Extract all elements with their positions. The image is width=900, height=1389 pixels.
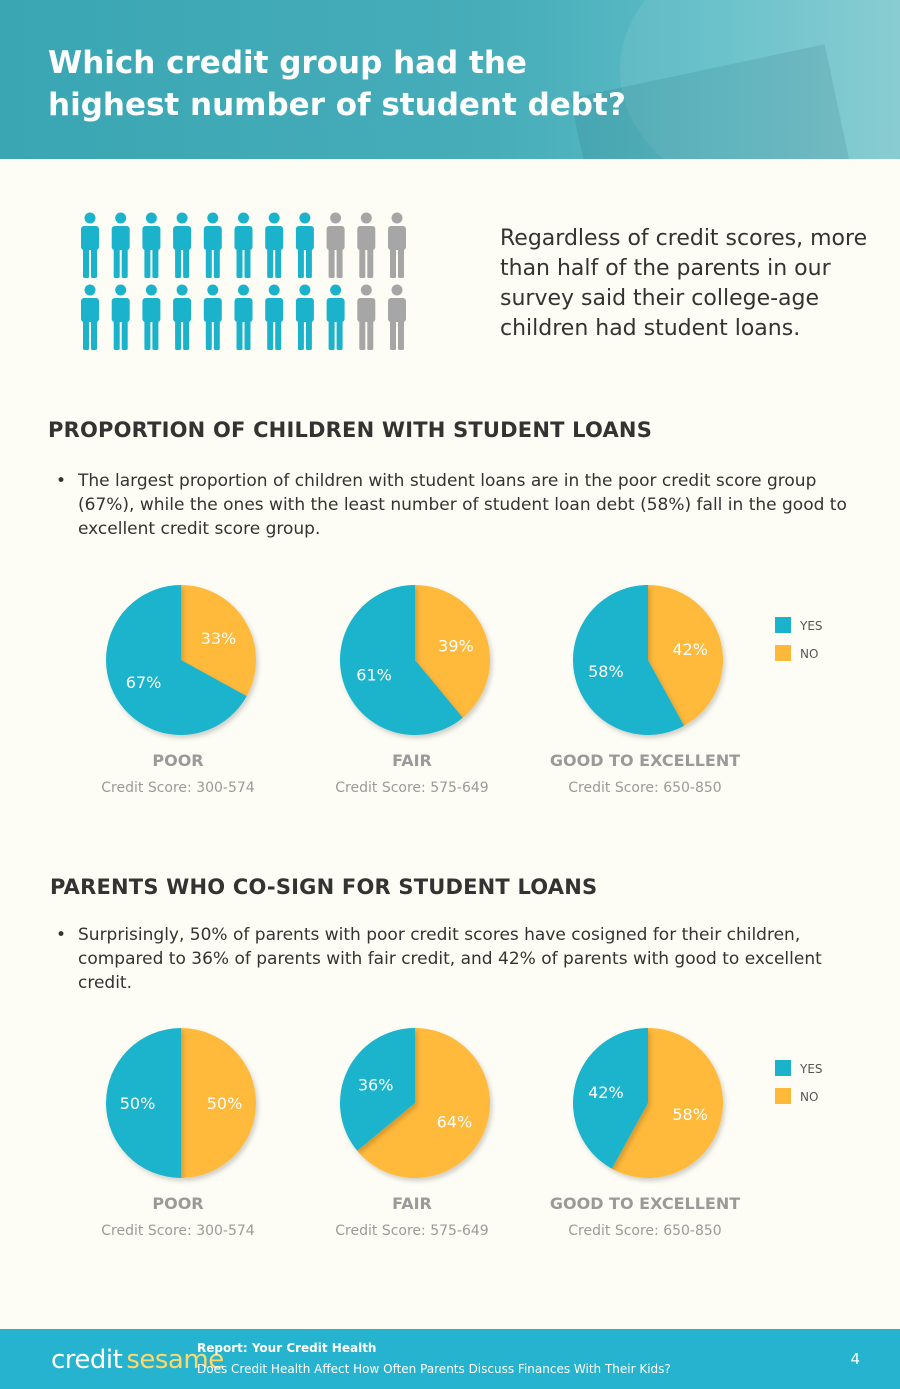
pie-slice-no (611, 1028, 723, 1178)
person-icon (203, 212, 222, 278)
legend-label-yes: YES (799, 1062, 823, 1076)
page-title: Which credit group had the highest numbe… (48, 45, 626, 123)
children-loans-pie-charts: 33% 67% POOR Credit Score: 300-574 39% 61% FAI… (101, 585, 823, 796)
legend-label-no: NO (800, 1090, 818, 1104)
pie-slice-yes (573, 585, 685, 735)
pie-label-no: 64% (437, 1113, 473, 1132)
pie-score-label: Credit Score: 650-850 (568, 1223, 721, 1239)
person-icon (111, 212, 130, 278)
header-decoration (620, 0, 900, 159)
person-icon (388, 212, 406, 278)
pie-group-label: POOR (152, 1194, 203, 1213)
section1-title: PROPORTION OF CHILDREN WITH STUDENT LOAN… (48, 418, 653, 442)
person-icon (234, 284, 253, 350)
person-icon (203, 284, 222, 350)
chart-legend: YES NO (775, 1060, 823, 1104)
pie-good-to-excellent: 58% 42% GOOD TO EXCELLENT Credit Score: 650… (550, 1028, 740, 1239)
pie-label-yes: 50% (120, 1094, 156, 1113)
pie-score-label: Credit Score: 650-850 (568, 780, 721, 796)
credit-sesame-logo: credit sesame (51, 1342, 224, 1378)
chart-legend: YES NO (775, 617, 823, 661)
pie-score-label: Credit Score: 300-574 (101, 1223, 255, 1239)
people-icon-grid (81, 212, 406, 350)
legend-swatch-yes (775, 617, 791, 633)
person-icon (295, 284, 314, 350)
pie-label-yes: 42% (588, 1083, 624, 1102)
logo-part-sesame: sesame (126, 1345, 224, 1375)
footer-report-subtitle: Does Credit Health Affect How Often Pare… (197, 1362, 671, 1376)
person-icon (142, 212, 161, 278)
pie-group-label: FAIR (392, 751, 432, 770)
person-icon (234, 212, 253, 278)
pie-label-no: 33% (201, 629, 237, 648)
person-icon (265, 284, 284, 350)
person-icon (357, 212, 376, 278)
person-icon (357, 284, 376, 350)
person-icon (111, 284, 130, 350)
legend-swatch-yes (775, 1060, 791, 1076)
logo-part-credit: credit (51, 1345, 123, 1375)
person-icon (173, 212, 192, 278)
pie-slice-no (181, 585, 256, 697)
pie-poor: 33% 67% POOR Credit Score: 300-574 (101, 585, 256, 796)
pie-slice-no (648, 585, 723, 726)
legend-label-yes: YES (799, 619, 823, 633)
pie-group-label: POOR (152, 751, 203, 770)
person-icon (265, 212, 284, 278)
section2-bullet: Surprisingly, 50% of parents with poor c… (56, 923, 878, 995)
pie-poor: 50% 50% POOR Credit Score: 300-574 (101, 1028, 256, 1239)
pie-slice-no (181, 1028, 256, 1178)
pie-label-no: 39% (438, 636, 474, 655)
person-icon (388, 284, 406, 350)
pie-label-yes: 67% (126, 673, 162, 692)
pie-score-label: Credit Score: 300-574 (101, 780, 255, 796)
pie-group-label: GOOD TO EXCELLENT (550, 1194, 740, 1213)
pie-label-yes: 58% (588, 662, 624, 681)
pie-score-label: Credit Score: 575-649 (335, 780, 488, 796)
person-icon (142, 284, 161, 350)
legend-swatch-no (775, 645, 791, 661)
legend-label-no: NO (800, 647, 818, 661)
pie-label-no: 50% (207, 1094, 243, 1113)
pie-slice-yes (340, 585, 463, 735)
person-icon (295, 212, 314, 278)
section2-title: PARENTS WHO CO-SIGN FOR STUDENT LOANS (50, 875, 598, 899)
pie-slice-yes (340, 1028, 415, 1151)
pie-slice-yes (106, 1028, 181, 1178)
pie-group-label: FAIR (392, 1194, 432, 1213)
pie-group-label: GOOD TO EXCELLENT (550, 751, 740, 770)
footer-report-title: Report: Your Credit Health (197, 1341, 377, 1355)
pie-good-to-excellent: 42% 58% GOOD TO EXCELLENT Credit Score: 650… (550, 585, 740, 796)
pie-slice-no (357, 1028, 490, 1178)
pie-fair: 39% 61% FAIR Credit Score: 575-649 (335, 585, 490, 796)
pie-label-no: 58% (672, 1105, 708, 1124)
pie-score-label: Credit Score: 575-649 (335, 1223, 488, 1239)
cosign-pie-charts: 50% 50% POOR Credit Score: 300-574 64% 36% FAI… (101, 1028, 823, 1239)
page-number: 4 (850, 1350, 860, 1368)
person-icon (326, 284, 345, 350)
person-icon (81, 212, 99, 278)
pie-label-yes: 36% (358, 1075, 394, 1094)
pie-slice-yes (572, 1028, 648, 1169)
section1-bullet: The largest proportion of children with … (56, 469, 878, 541)
footer: credit sesame Report: Your Credit Health … (0, 1329, 900, 1389)
person-icon (326, 212, 345, 278)
pie-label-no: 42% (672, 640, 708, 659)
pie-label-yes: 61% (356, 666, 392, 685)
intro-text: Regardless of credit scores, more than h… (500, 226, 868, 341)
pie-fair: 64% 36% FAIR Credit Score: 575-649 (335, 1028, 490, 1239)
pie-slice-yes (106, 585, 247, 735)
pie-slice-no (415, 585, 490, 718)
header-banner: Which credit group had the highest numbe… (0, 0, 900, 159)
legend-swatch-no (775, 1088, 791, 1104)
person-icon (81, 284, 99, 350)
person-icon (173, 284, 192, 350)
